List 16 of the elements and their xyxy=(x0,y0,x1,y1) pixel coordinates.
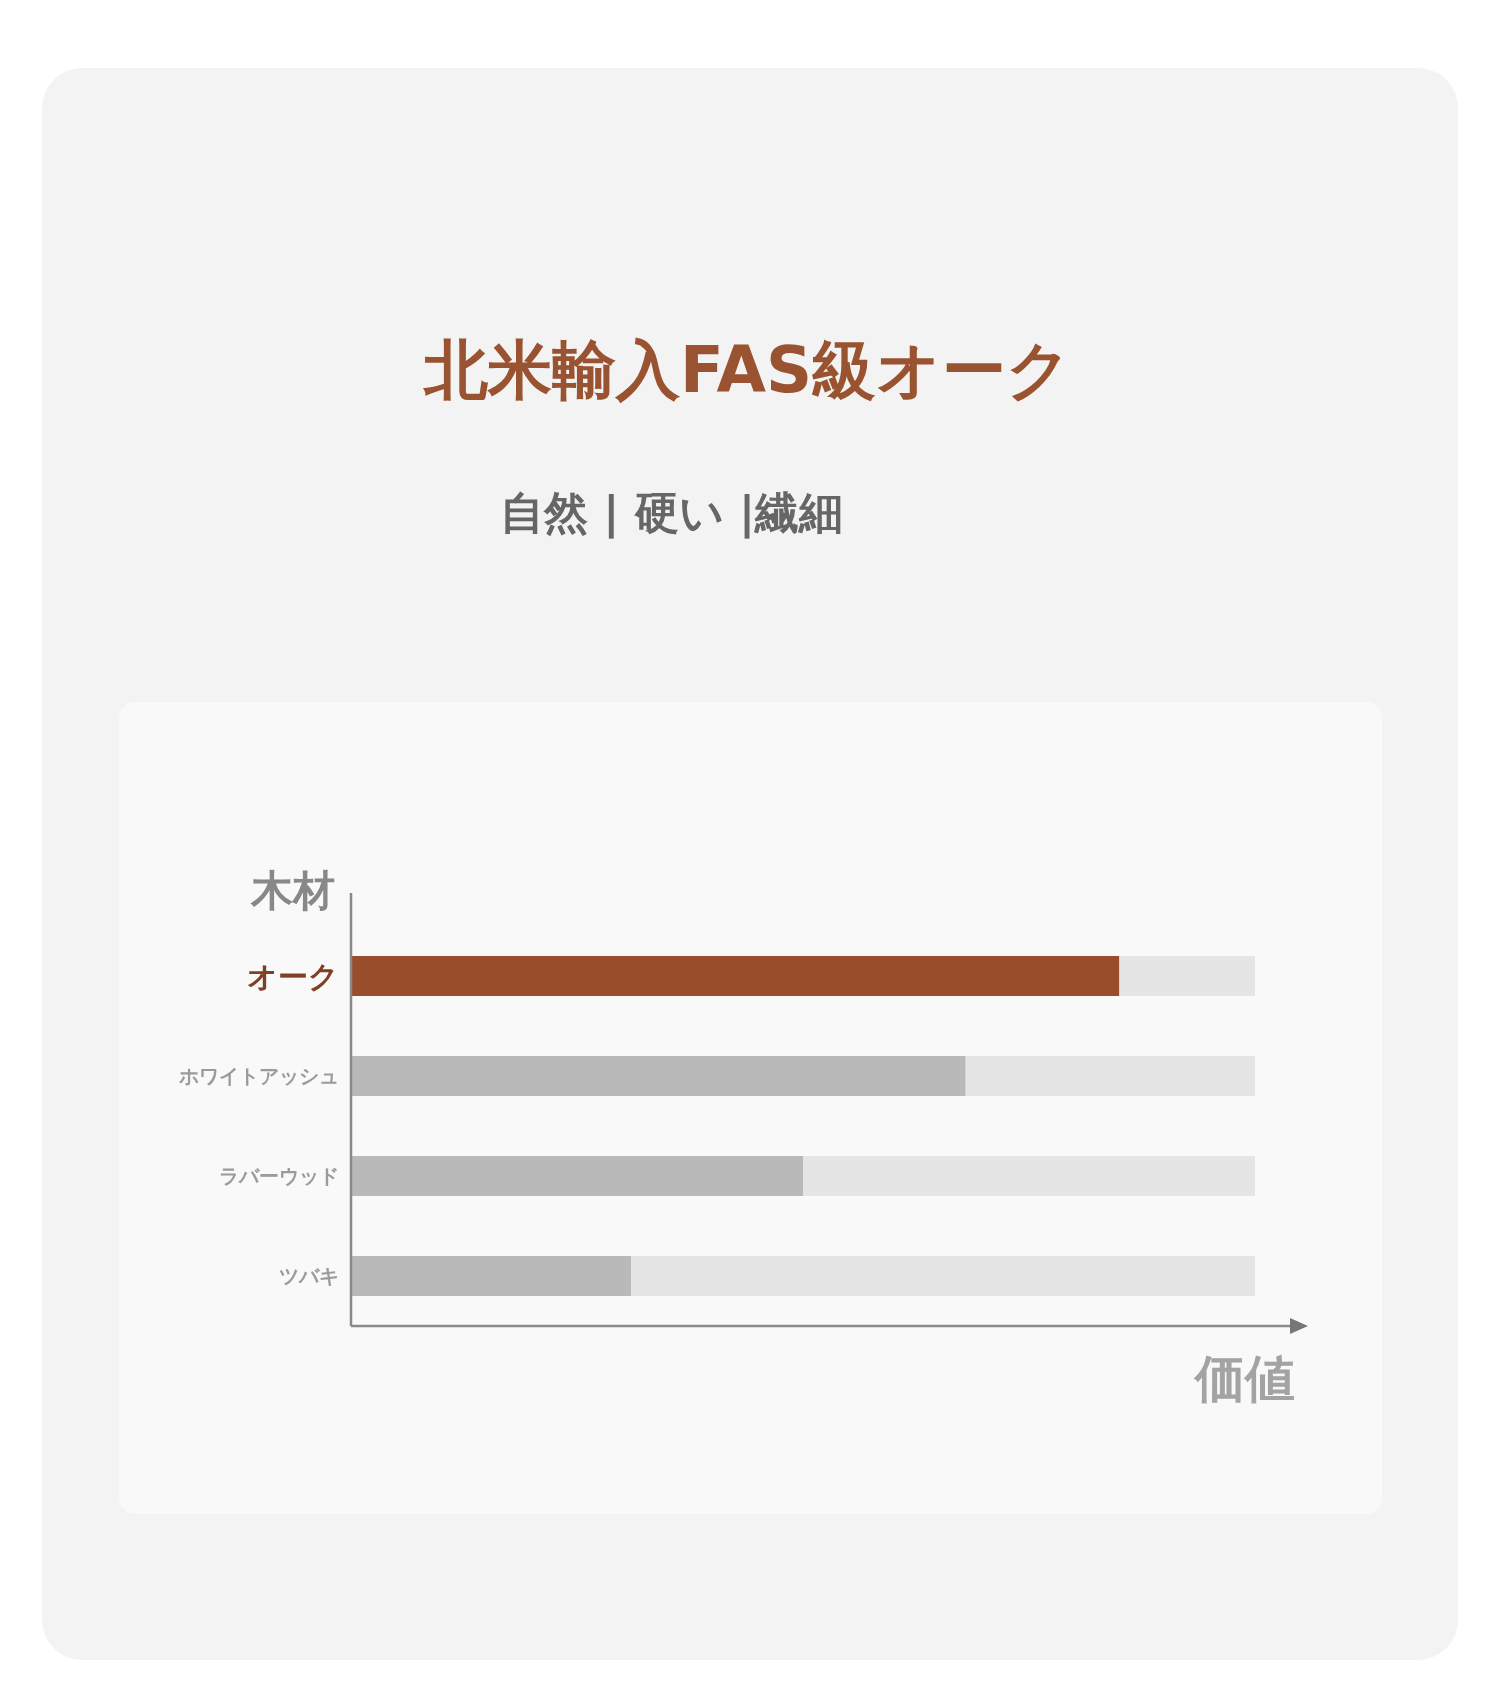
bar xyxy=(965,1056,1255,1096)
y-tick-label: ツバキ xyxy=(279,1264,339,1288)
bar xyxy=(351,1056,966,1096)
chart-subtitle: 自然 | 硬い |繊細 xyxy=(500,487,844,539)
x-axis-title: 価値 xyxy=(1193,1350,1295,1408)
y-axis-title: 木材 xyxy=(250,866,335,915)
y-tick-label: ラバーウッド xyxy=(219,1164,339,1188)
y-tick-label: オーク xyxy=(247,958,339,994)
bar xyxy=(1119,956,1255,996)
bar xyxy=(351,1256,632,1296)
bar xyxy=(631,1256,1255,1296)
chart-title: 北米輸入FAS級オーク xyxy=(422,333,1072,407)
bar xyxy=(351,1156,803,1196)
y-tick-label: ホワイトアッシュ xyxy=(178,1064,339,1088)
bar xyxy=(803,1156,1255,1196)
bar xyxy=(351,956,1120,996)
